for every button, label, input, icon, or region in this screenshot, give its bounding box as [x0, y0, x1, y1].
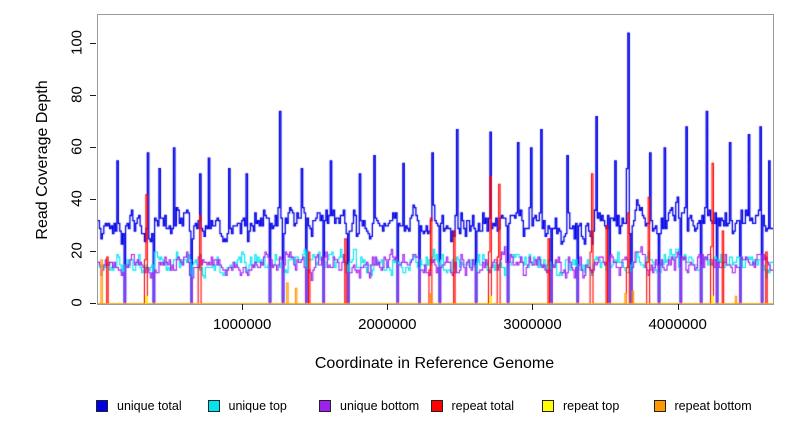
legend-item-unique-top: unique top [207, 399, 320, 413]
legend-label: unique bottom [340, 399, 420, 413]
legend-item-unique-total: unique total [96, 399, 208, 413]
legend-label: unique top [228, 399, 287, 413]
y-tick-label: 20 [68, 242, 86, 259]
x-tick-mark [532, 304, 534, 310]
legend-item-repeat-bottom: repeat bottom [653, 399, 766, 413]
legend-swatch [319, 400, 331, 412]
y-tick-label: 40 [68, 190, 86, 207]
legend-item-repeat-top: repeat top [542, 399, 654, 413]
legend-swatch [542, 400, 554, 412]
y-tick-mark [90, 198, 96, 200]
legend-item-unique-bottom: unique bottom [319, 399, 431, 413]
legend-label: repeat top [563, 399, 620, 413]
legend-swatch [653, 400, 666, 412]
y-tick-mark [90, 42, 96, 44]
legend: unique total unique top unique bottom repea… [96, 399, 765, 413]
x-tick-label: 1000000 [212, 316, 272, 333]
y-axis-title: Read Coverage Depth [34, 80, 51, 240]
plot-area [97, 14, 774, 305]
y-tick-mark [90, 146, 96, 148]
legend-item-repeat-total: repeat total [430, 399, 543, 413]
y-tick-label: 80 [68, 85, 86, 103]
y-tick-mark [90, 94, 96, 96]
x-tick-mark [677, 304, 679, 310]
legend-label: unique total [117, 399, 182, 413]
x-tick-label: 4000000 [648, 316, 707, 333]
x-tick-mark [387, 304, 389, 310]
x-tick-mark [242, 304, 244, 310]
legend-label: repeat total [451, 399, 515, 413]
y-tick-label: 0 [68, 298, 86, 307]
coverage-plot-canvas [98, 15, 773, 304]
x-tick-label: 3000000 [503, 316, 562, 333]
legend-label: repeat bottom [674, 399, 752, 413]
legend-swatch [96, 400, 108, 412]
x-tick-label: 2000000 [358, 316, 417, 333]
y-tick-label: 60 [68, 137, 86, 155]
y-tick-label: 100 [68, 29, 86, 55]
y-tick-mark [90, 303, 96, 304]
y-tick-mark [90, 250, 96, 252]
legend-swatch [207, 400, 220, 412]
x-axis-title: Coordinate in Reference Genome [314, 355, 555, 372]
legend-swatch [430, 400, 443, 412]
